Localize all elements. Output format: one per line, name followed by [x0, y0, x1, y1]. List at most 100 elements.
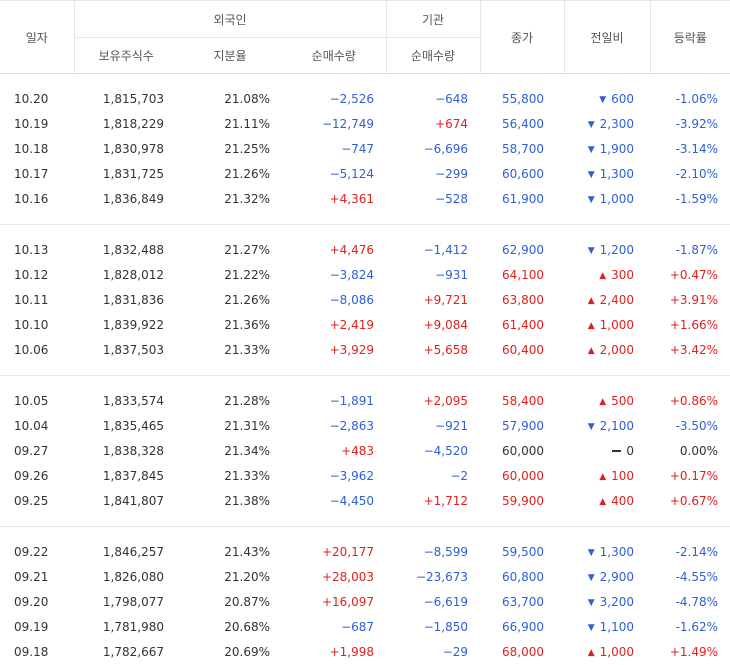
cell-close: 62,900 [502, 242, 545, 257]
cell-holding: 1,818,229 [102, 116, 164, 131]
cell-holding: 1,839,922 [102, 317, 164, 332]
group-spacer [0, 376, 730, 389]
cell-inst-net: −648 [435, 91, 469, 106]
cell-ratio: 21.34% [224, 443, 270, 458]
cell-date: 09.18 [14, 644, 49, 659]
cell-inst-net: +9,721 [423, 292, 469, 307]
cell-change: ▼ 1,300 [564, 161, 650, 186]
table-row: 09.21 1,826,080 21.20% +28,003 −23,673 60,800… [0, 564, 730, 589]
cell-rate: +0.86% [669, 393, 719, 408]
cell-change: ▼ 600 [564, 86, 650, 111]
cell-foreign-net: −5,124 [329, 166, 375, 181]
cell-change: ▼ 1,300 [564, 539, 650, 564]
table-row: 09.18 1,782,667 20.69% +1,998 −29 68,000 ▲ 1,00… [0, 639, 730, 664]
cell-change: ▲ 500 [564, 388, 650, 413]
up-triangle-icon: ▲ [587, 647, 595, 658]
group-spacer [0, 225, 730, 238]
table-row: 10.11 1,831,836 21.26% −8,086 +9,721 63,800 ▲ 2… [0, 287, 730, 312]
table-row: 10.20 1,815,703 21.08% −2,526 −648 55,800 ▼ 600… [0, 86, 730, 111]
cell-rate: +3.42% [669, 342, 719, 357]
cell-rate: -2.10% [675, 166, 719, 181]
cell-holding: 1,833,574 [102, 393, 164, 408]
header-ratio: 지분율 [178, 37, 282, 74]
cell-holding: 1,826,080 [102, 569, 164, 584]
cell-change: ▼ 1,200 [564, 237, 650, 262]
cell-foreign-net: +4,476 [329, 242, 375, 257]
table-row: 09.22 1,846,257 21.43% +20,177 −8,599 59,500 ▼… [0, 539, 730, 564]
cell-date: 10.19 [14, 116, 49, 131]
cell-date: 09.19 [14, 619, 49, 634]
cell-change: ▲ 1,000 [564, 639, 650, 664]
cell-close: 64,100 [502, 267, 545, 282]
cell-foreign-net: +28,003 [321, 569, 375, 584]
cell-ratio: 21.43% [224, 544, 270, 559]
header-foreign: 외국인 [73, 0, 387, 38]
table-row: 10.19 1,818,229 21.11% −12,749 +674 56,400 ▼ 2,… [0, 111, 730, 136]
table-row: 10.16 1,836,849 21.32% +4,361 −528 61,900 ▼ 1,0… [0, 186, 730, 211]
cell-rate: +1.66% [669, 317, 719, 332]
down-triangle-icon: ▼ [587, 169, 595, 180]
change-value: 2,300 [599, 116, 635, 131]
cell-foreign-net: −2,863 [329, 418, 375, 433]
cell-inst-net: +2,095 [423, 393, 469, 408]
table-row: 10.13 1,832,488 21.27% +4,476 −1,412 62,900 ▼ 1… [0, 237, 730, 262]
table-row: 10.05 1,833,574 21.28% −1,891 +2,095 58,400 ▲ 5… [0, 388, 730, 413]
cell-inst-net: −299 [435, 166, 469, 181]
cell-foreign-net: −3,962 [329, 468, 375, 483]
cell-date: 10.17 [14, 166, 49, 181]
change-value: 1,200 [599, 242, 635, 257]
divider-cell [0, 362, 730, 376]
cell-holding: 1,781,980 [102, 619, 164, 634]
cell-holding: 1,837,503 [102, 342, 164, 357]
cell-ratio: 20.87% [224, 594, 270, 609]
up-triangle-icon: ▲ [599, 496, 607, 507]
cell-ratio: 20.68% [224, 619, 270, 634]
cell-holding: 1,836,849 [102, 191, 164, 206]
spacer-cell [0, 376, 730, 389]
cell-close: 57,900 [502, 418, 545, 433]
table-row: 10.06 1,837,503 21.33% +3,929 +5,658 60,400 ▲ 2… [0, 337, 730, 362]
change-value: 2,000 [599, 342, 635, 357]
cell-close: 60,000 [502, 468, 545, 483]
table-body: 10.20 1,815,703 21.08% −2,526 −648 55,800 ▼ 600… [0, 74, 730, 665]
flat-dash-icon [612, 449, 622, 452]
header-holding: 보유주식수 [73, 37, 178, 74]
cell-inst-net: −4,520 [423, 443, 469, 458]
table-row: 09.27 1,838,328 21.34% +483 −4,520 60,000 0 0.0… [0, 438, 730, 463]
cell-holding: 1,831,725 [102, 166, 164, 181]
cell-ratio: 21.26% [224, 166, 270, 181]
change-value: 1,000 [599, 191, 635, 206]
cell-close: 63,800 [502, 292, 545, 307]
cell-rate: -4.55% [675, 569, 719, 584]
cell-change: ▼ 2,100 [564, 413, 650, 438]
divider-cell [0, 211, 730, 225]
table-row: 10.18 1,830,978 21.25% −747 −6,696 58,700 ▼ 1,9… [0, 136, 730, 161]
cell-foreign-net: −12,749 [321, 116, 375, 131]
cell-close: 58,700 [502, 141, 545, 156]
cell-change: 0 [564, 438, 650, 463]
cell-inst-net: +9,084 [423, 317, 469, 332]
cell-change: ▼ 2,300 [564, 111, 650, 136]
cell-change: ▼ 1,900 [564, 136, 650, 161]
change-value: 0 [626, 443, 635, 458]
cell-foreign-net: +483 [341, 443, 375, 458]
cell-rate: -2.14% [675, 544, 719, 559]
cell-holding: 1,831,836 [102, 292, 164, 307]
cell-date: 09.26 [14, 468, 49, 483]
cell-inst-net: −1,850 [423, 619, 469, 634]
cell-foreign-net: +16,097 [321, 594, 375, 609]
cell-date: 10.05 [14, 393, 49, 408]
up-triangle-icon: ▲ [587, 320, 595, 331]
cell-date: 09.21 [14, 569, 49, 584]
change-value: 1,000 [599, 644, 635, 659]
cell-holding: 1,846,257 [102, 544, 164, 559]
cell-holding: 1,815,703 [102, 91, 164, 106]
change-value: 2,900 [599, 569, 635, 584]
cell-rate: +0.67% [669, 493, 719, 508]
cell-foreign-net: +1,998 [329, 644, 375, 659]
spacer-cell [0, 74, 730, 87]
down-triangle-icon: ▼ [587, 421, 595, 432]
cell-inst-net: −23,673 [415, 569, 469, 584]
table-row: 09.20 1,798,077 20.87% +16,097 −6,619 63,700 ▼… [0, 589, 730, 614]
